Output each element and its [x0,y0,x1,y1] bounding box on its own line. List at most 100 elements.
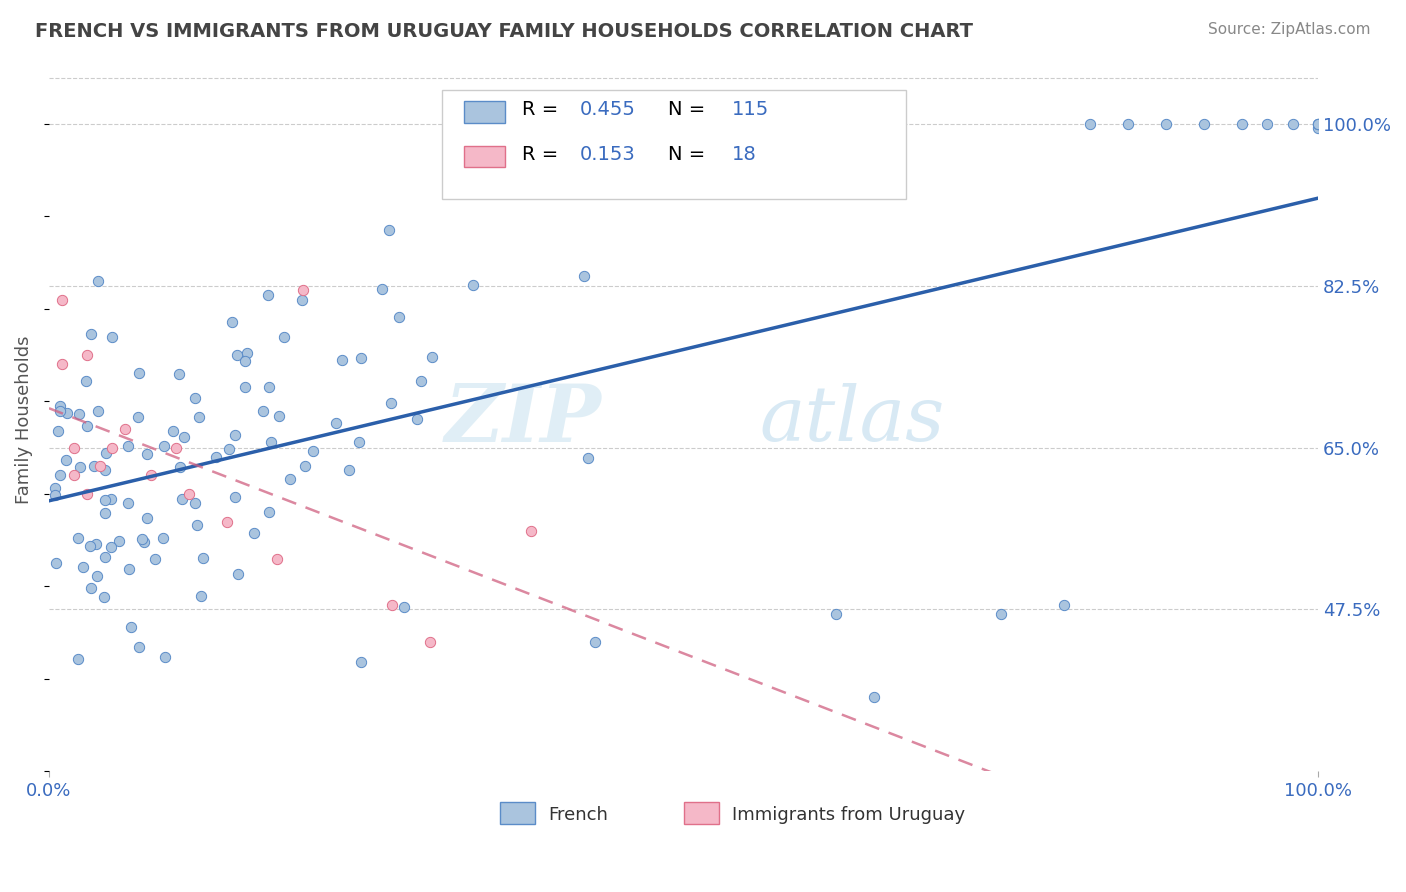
Point [76,348,98,362]
Point [583,634,606,648]
Text: French: French [548,806,607,824]
Point [72,560,94,574]
Text: FRENCH VS IMMIGRANTS FROM URUGUAY FAMILY HOUSEHOLDS CORRELATION CHART: FRENCH VS IMMIGRANTS FROM URUGUAY FAMILY… [35,22,973,41]
Point [1256,117,1278,131]
Point [136,447,159,461]
Text: R =: R = [523,101,565,120]
Point [132,534,155,549]
Point [117,438,139,452]
Point [1154,117,1177,131]
Point [100,491,122,506]
Point [190,589,212,603]
Point [75,374,97,388]
Point [87,404,110,418]
Point [350,655,373,669]
Point [66,652,89,666]
Point [824,607,846,621]
Point [96,446,118,460]
Point [1078,117,1101,131]
Point [260,435,283,450]
Point [1308,117,1330,131]
Point [86,569,108,583]
Point [392,599,415,614]
Point [378,223,401,237]
Point [332,353,354,368]
Point [388,310,411,324]
Point [93,590,115,604]
Point [411,374,433,388]
Point [204,450,226,464]
Point [120,620,142,634]
Point [67,531,90,545]
Point [44,481,66,495]
Point [225,348,247,362]
Point [1308,117,1330,131]
Point [291,293,314,308]
Point [94,550,117,565]
Point [94,493,117,508]
Point [128,366,150,380]
Point [269,409,291,423]
Point [301,444,323,458]
Point [45,556,67,570]
Text: 0.153: 0.153 [579,145,636,164]
Point [117,562,139,576]
Point [143,552,166,566]
Point [94,507,117,521]
Point [76,487,98,501]
Point [114,422,136,436]
Point [49,399,72,413]
Point [233,380,256,394]
Point [117,496,139,510]
Point [48,403,70,417]
Point [152,531,174,545]
Point [422,350,444,364]
Point [278,472,301,486]
Point [101,441,124,455]
Point [183,391,205,405]
Point [990,607,1012,621]
Text: Source: ZipAtlas.com: Source: ZipAtlas.com [1208,22,1371,37]
Point [170,491,193,506]
Point [184,496,207,510]
Point [139,468,162,483]
Point [224,490,246,504]
Text: N =: N = [668,101,711,120]
Point [266,551,288,566]
Point [1308,117,1330,131]
Point [49,467,72,482]
Point [406,411,429,425]
Point [257,506,280,520]
Point [350,351,373,365]
Point [294,458,316,473]
Point [218,442,240,456]
Text: N =: N = [668,145,711,164]
Point [257,379,280,393]
Text: 18: 18 [731,145,756,164]
Point [165,441,187,455]
Point [226,566,249,581]
Point [63,468,86,483]
Point [153,439,176,453]
Text: 0.455: 0.455 [579,101,636,120]
Point [419,634,441,648]
Point [87,274,110,288]
Point [371,282,394,296]
Point [215,515,238,529]
FancyBboxPatch shape [464,145,505,167]
Point [520,524,543,538]
Point [136,511,159,525]
Point [1116,117,1139,131]
Point [63,441,86,455]
Point [153,650,176,665]
Point [1281,117,1303,131]
Point [80,582,103,596]
Point [256,288,278,302]
Point [108,533,131,548]
Point [162,424,184,438]
Point [89,459,111,474]
Text: R =: R = [523,145,565,164]
Point [51,293,73,307]
Point [101,330,124,344]
Point [863,690,886,705]
